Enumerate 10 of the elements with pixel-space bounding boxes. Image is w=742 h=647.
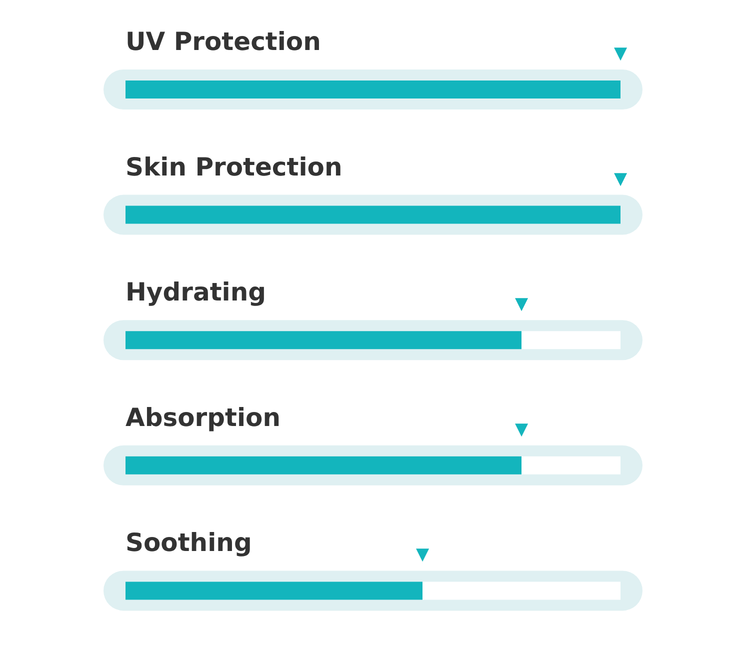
annotation: ▼ (514, 419, 529, 440)
annotation: ▼ (514, 294, 529, 314)
y-tick-label: Hydrating (126, 278, 266, 307)
y-tick-label: UV Protection (126, 27, 321, 56)
y-tick-label: Absorption (126, 402, 281, 432)
annotation: ▼ (614, 168, 628, 189)
annotation: ▼ (614, 44, 628, 64)
y-tick-label: Soothing (126, 528, 252, 558)
y-tick-label: Skin Protection (126, 152, 342, 182)
annotation: ▼ (416, 544, 430, 565)
